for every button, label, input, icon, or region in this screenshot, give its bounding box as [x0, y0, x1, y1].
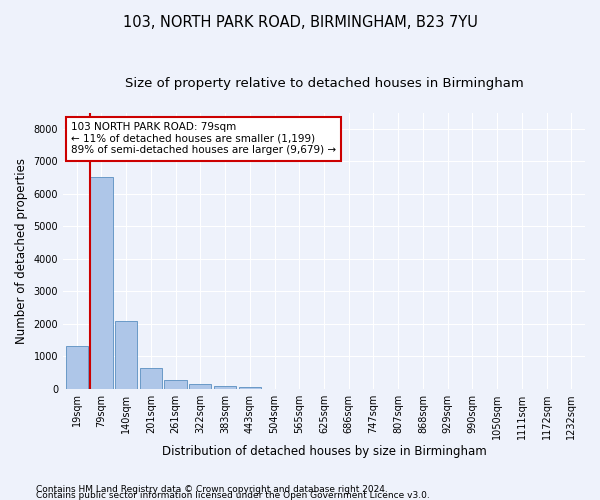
Text: 103, NORTH PARK ROAD, BIRMINGHAM, B23 7YU: 103, NORTH PARK ROAD, BIRMINGHAM, B23 7Y… — [122, 15, 478, 30]
X-axis label: Distribution of detached houses by size in Birmingham: Distribution of detached houses by size … — [161, 444, 487, 458]
Bar — [214, 386, 236, 388]
Bar — [189, 384, 211, 388]
Title: Size of property relative to detached houses in Birmingham: Size of property relative to detached ho… — [125, 78, 523, 90]
Text: Contains public sector information licensed under the Open Government Licence v3: Contains public sector information licen… — [36, 490, 430, 500]
Text: 103 NORTH PARK ROAD: 79sqm
← 11% of detached houses are smaller (1,199)
89% of s: 103 NORTH PARK ROAD: 79sqm ← 11% of deta… — [71, 122, 336, 156]
Bar — [65, 346, 88, 389]
Bar — [140, 368, 162, 388]
Bar — [164, 380, 187, 388]
Bar — [239, 386, 261, 388]
Bar — [90, 178, 113, 388]
Bar — [115, 321, 137, 388]
Y-axis label: Number of detached properties: Number of detached properties — [15, 158, 28, 344]
Text: Contains HM Land Registry data © Crown copyright and database right 2024.: Contains HM Land Registry data © Crown c… — [36, 484, 388, 494]
